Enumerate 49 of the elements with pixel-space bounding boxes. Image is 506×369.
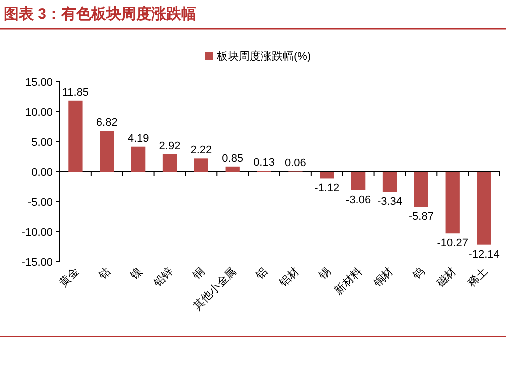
data-label: 0.85: [222, 152, 244, 165]
data-label: -3.34: [377, 196, 403, 208]
y-tick-label: 5.00: [32, 137, 53, 149]
data-label: -3.06: [346, 194, 372, 206]
x-tick-label: 稀土: [466, 264, 490, 290]
bar: [414, 172, 428, 208]
data-label: -1.12: [314, 182, 340, 195]
legend-label: 板块周度涨跌幅(%): [216, 50, 312, 63]
x-tick-label: 钴: [96, 266, 114, 283]
bar: [226, 166, 240, 172]
x-tick-label: 铅锌: [150, 264, 176, 290]
legend: 板块周度涨跌幅(%): [205, 51, 312, 63]
bar: [477, 172, 492, 245]
bar: [382, 172, 398, 192]
bar: [68, 100, 83, 172]
x-tick-label: 磁材: [434, 264, 459, 290]
x-tick-label: 锡: [316, 266, 334, 283]
data-label: 0.06: [285, 158, 306, 170]
data-label: 2.92: [159, 140, 181, 152]
data-label: -12.14: [468, 248, 500, 261]
data-label: 11.85: [62, 86, 90, 99]
bar: [194, 158, 208, 172]
data-label: -5.87: [408, 211, 434, 224]
bar: [100, 131, 114, 172]
y-tick-label: 0.00: [32, 167, 53, 179]
x-tick-label: 镍: [128, 266, 145, 283]
data-label: 2.22: [190, 144, 212, 157]
x-tick-label: 铜材: [370, 264, 396, 290]
x-tick-label: 新材料: [332, 264, 365, 298]
chart-title: 图表 3：有色板块周度涨跌幅: [4, 5, 197, 23]
x-tick-label: 铝: [253, 266, 270, 283]
bar: [352, 172, 366, 190]
y-tick-label: -5.00: [28, 197, 53, 209]
y-tick-label: -10.00: [22, 227, 53, 239]
x-tick-label: 铜: [190, 266, 208, 283]
x-tick-label: 铝材: [276, 264, 302, 290]
bar: [446, 172, 460, 234]
bar: [320, 172, 334, 179]
bar: [132, 146, 146, 172]
x-tick-label: 黄金: [57, 264, 82, 290]
y-tick-label: -15.00: [22, 257, 53, 269]
data-label: 4.19: [128, 132, 150, 145]
data-label: 6.82: [96, 117, 118, 130]
data-label: 0.13: [254, 157, 275, 170]
data-label: -10.27: [437, 238, 468, 250]
y-tick-label: 10.00: [25, 107, 53, 119]
bar: [162, 154, 178, 172]
y-tick-label: 15.00: [25, 77, 53, 89]
x-tick-label: 钨: [410, 266, 428, 283]
